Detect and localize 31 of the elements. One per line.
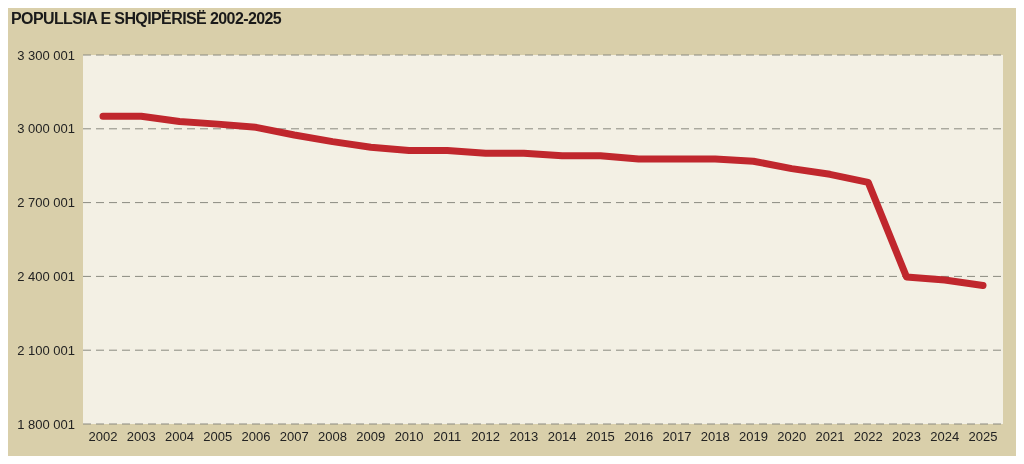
x-tick-label: 2011	[433, 429, 462, 445]
x-tick-label: 2007	[279, 429, 309, 445]
x-tick-label: 2014	[547, 429, 577, 445]
x-tick-label: 2010	[394, 429, 424, 445]
x-tick-label: 2025	[968, 429, 998, 445]
x-tick-label: 2006	[241, 429, 271, 445]
x-tick-label: 2018	[700, 429, 730, 445]
y-tick-label: 3 300 001	[17, 47, 75, 63]
x-tick-label: 2016	[624, 429, 654, 445]
y-tick-label: 3 000 001	[17, 121, 75, 137]
x-tick-label: 2023	[892, 429, 921, 445]
x-tick-label: 2024	[930, 429, 960, 445]
y-tick-label: 2 700 001	[17, 195, 75, 211]
x-tick-label: 2017	[662, 429, 692, 445]
x-tick-label: 2012	[471, 429, 501, 445]
y-tick-label: 1 800 001	[17, 416, 75, 432]
x-tick-label: 2002	[88, 429, 118, 445]
x-tick-label: 2013	[509, 429, 539, 445]
x-tick-label: 2009	[356, 429, 386, 445]
y-tick-label: 2 100 001	[17, 342, 75, 358]
chart-title: POPULLSIA E SHQIPËRISË 2002-2025	[11, 10, 282, 28]
x-tick-label: 2008	[318, 429, 348, 445]
x-tick-label: 2019	[738, 429, 768, 445]
x-tick-label: 2005	[203, 429, 233, 445]
x-tick-label: 2015	[585, 429, 615, 445]
x-tick-label: 2022	[853, 429, 883, 445]
y-tick-label: 2 400 001	[17, 269, 75, 285]
x-tick-label: 2020	[777, 429, 807, 445]
x-tick-label: 2004	[165, 429, 194, 445]
x-tick-label: 2003	[126, 429, 156, 445]
x-tick-label: 2021	[815, 429, 845, 445]
